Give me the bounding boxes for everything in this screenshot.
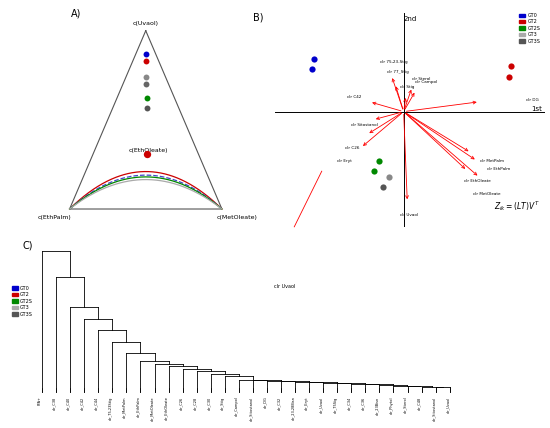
Text: clr_C32: clr_C32 (277, 396, 281, 410)
Point (142, 95, 151, 102)
Text: clr_C28: clr_C28 (192, 396, 197, 410)
Text: clr_C36: clr_C36 (361, 396, 365, 410)
Point (141, 51, 150, 57)
Text: clr 77_Stig: clr 77_Stig (387, 70, 408, 74)
Text: clr_C44: clr_C44 (94, 396, 98, 410)
Text: clr_75Sig: clr_75Sig (333, 396, 337, 413)
Text: clr_23,28Bisn: clr_23,28Bisn (291, 396, 295, 420)
Text: clr Stig: clr Stig (400, 85, 415, 89)
Text: 1st: 1st (531, 106, 542, 112)
Point (142, 81, 151, 88)
Point (142, 150, 151, 157)
Point (310, 56, 318, 62)
Text: c(EthPalm): c(EthPalm) (37, 215, 72, 220)
Text: clr_Sitostanol: clr_Sitostanol (432, 396, 436, 421)
Point (378, 184, 387, 191)
Text: clr DG: clr DG (526, 98, 538, 102)
Point (142, 74, 151, 80)
Point (141, 58, 150, 65)
Legend: GT0, GT2, GT2S, GT3, GT3S: GT0, GT2, GT2S, GT3, GT3S (10, 284, 35, 318)
Text: clr_Eryt: clr_Eryt (305, 396, 309, 410)
Text: clr EthPalm: clr EthPalm (487, 167, 511, 171)
Text: clr_C26: clr_C26 (179, 396, 183, 410)
Text: clr Uvaol: clr Uvaol (399, 213, 417, 217)
Text: clr_Sterol: clr_Sterol (404, 396, 408, 413)
Text: clr_C42: clr_C42 (80, 396, 84, 410)
Text: clr_MetOleate: clr_MetOleate (151, 396, 155, 421)
Text: C): C) (23, 241, 33, 251)
Text: clr_75,23Stig: clr_75,23Stig (108, 396, 112, 420)
Text: clr EthOleate: clr EthOleate (464, 179, 491, 183)
Text: clr MetPalm: clr MetPalm (480, 159, 504, 163)
Text: clr_Uvaol: clr_Uvaol (319, 396, 323, 413)
Text: clr_EthPalm: clr_EthPalm (136, 396, 140, 417)
Text: A): A) (70, 9, 81, 18)
Text: clr_C38: clr_C38 (52, 396, 56, 410)
Point (507, 62, 516, 69)
Text: clr C26: clr C26 (345, 146, 360, 150)
Text: clr_Phytol: clr_Phytol (389, 396, 393, 414)
Legend: GT0, GT2, GT2S, GT3, GT3S: GT0, GT2, GT2S, GT3, GT3S (518, 11, 542, 46)
Text: clr 75,23-Stig: clr 75,23-Stig (380, 60, 408, 64)
Point (375, 158, 383, 164)
Text: clr_MetPalm: clr_MetPalm (123, 396, 127, 418)
Text: clr_C34: clr_C34 (347, 396, 351, 410)
Text: clr_23Bisn: clr_23Bisn (376, 396, 380, 415)
Text: clr_Uvaol: clr_Uvaol (446, 396, 450, 413)
Text: clr MetOleate: clr MetOleate (473, 192, 500, 196)
Text: c(Uvaol): c(Uvaol) (133, 21, 159, 26)
Point (370, 167, 378, 174)
Text: clr_C40: clr_C40 (66, 396, 70, 410)
Text: clr_EthOleate: clr_EthOleate (164, 396, 168, 420)
Point (307, 65, 316, 72)
Text: c(EthOleate): c(EthOleate) (129, 148, 168, 153)
Text: clr Eryt: clr Eryt (337, 159, 352, 163)
Text: clr C42: clr C42 (348, 95, 362, 99)
Text: FFA+: FFA+ (38, 396, 42, 405)
Text: clr_Sitostanol: clr_Sitostanol (249, 396, 253, 421)
Text: clr_DG: clr_DG (263, 396, 267, 408)
Text: clr Uvaol: clr Uvaol (274, 283, 295, 288)
Point (504, 74, 513, 80)
Text: B): B) (254, 13, 264, 23)
Text: c(MetOleate): c(MetOleate) (217, 215, 257, 220)
Text: clr_Campol: clr_Campol (235, 396, 239, 416)
Text: clr_C30: clr_C30 (207, 396, 211, 410)
Text: 2nd: 2nd (404, 16, 417, 22)
Text: clr_C48: clr_C48 (417, 396, 422, 410)
Text: clr_Stig: clr_Stig (221, 396, 225, 410)
Text: clr Sterol: clr Sterol (411, 77, 430, 81)
Point (384, 174, 393, 181)
Text: $Z_{ik}=(LT)V^{T}$: $Z_{ik}=(LT)V^{T}$ (494, 199, 540, 213)
Point (142, 105, 151, 112)
Text: clr Sitostanol: clr Sitostanol (351, 123, 378, 127)
Text: clr Campol: clr Campol (415, 80, 437, 84)
